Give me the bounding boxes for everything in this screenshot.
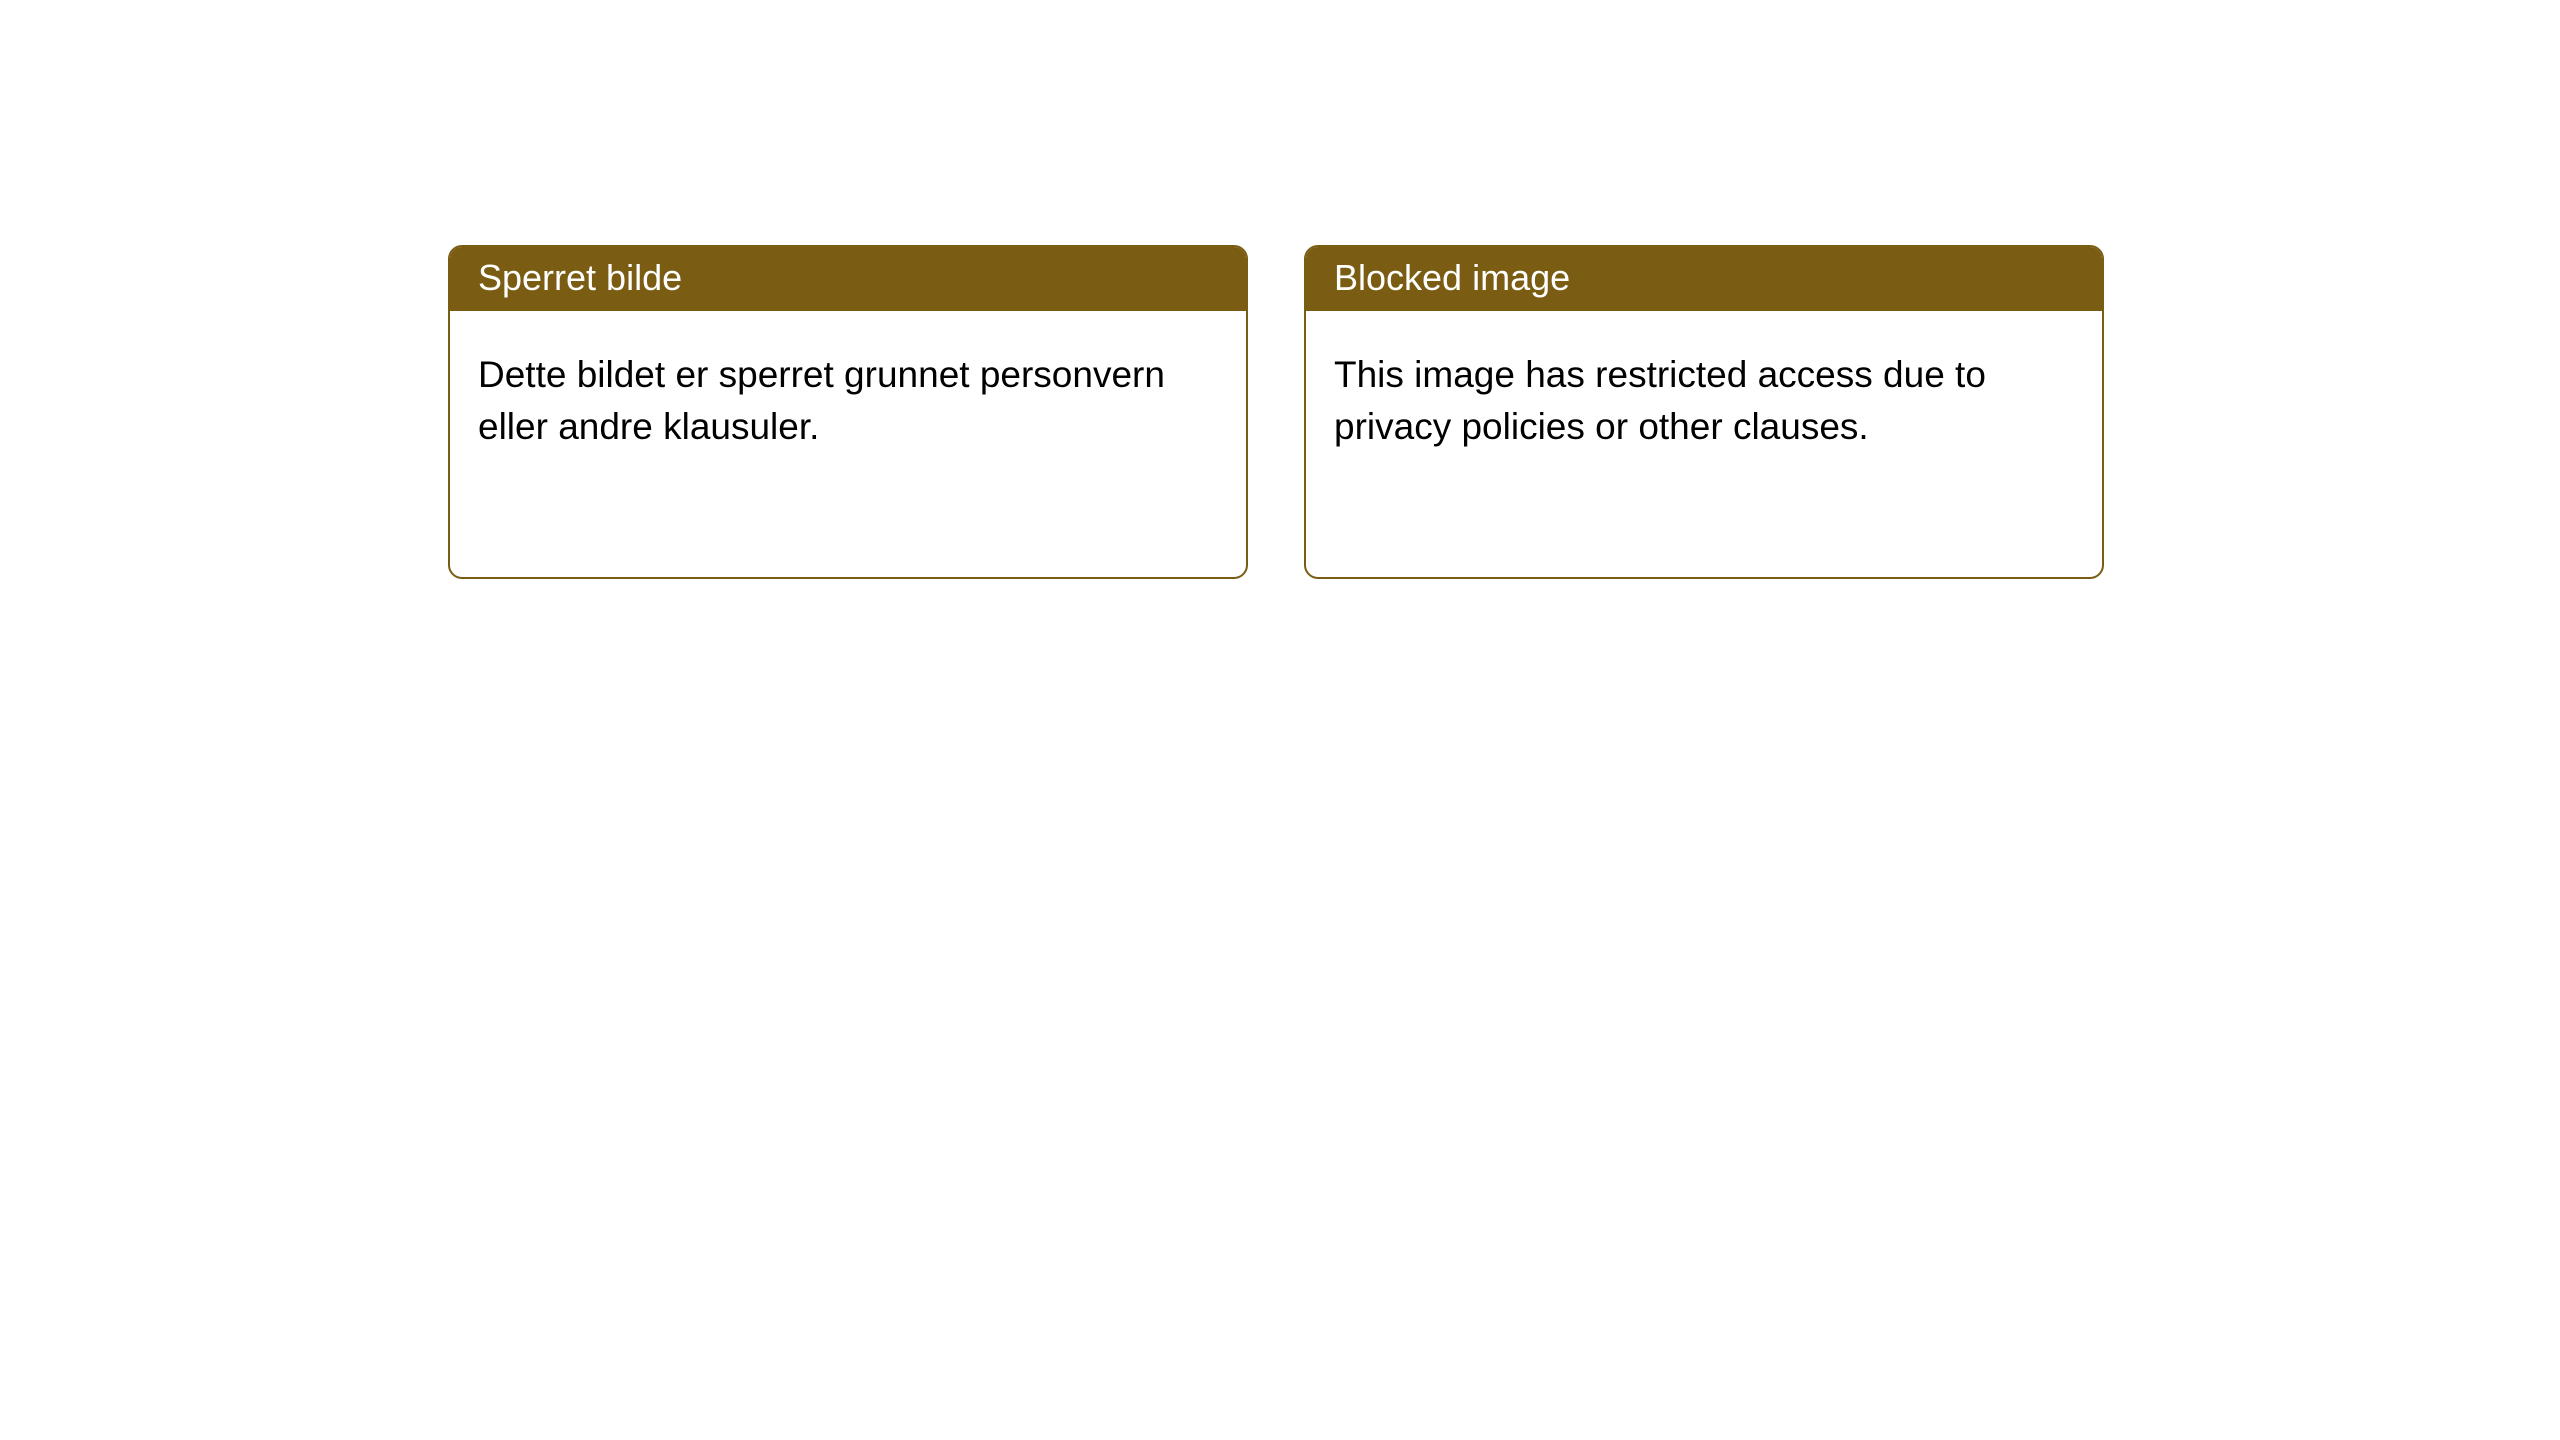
- notice-card-english: Blocked image This image has restricted …: [1304, 245, 2104, 579]
- card-header: Blocked image: [1306, 247, 2102, 311]
- notice-card-norwegian: Sperret bilde Dette bildet er sperret gr…: [448, 245, 1248, 579]
- notice-container: Sperret bilde Dette bildet er sperret gr…: [0, 0, 2560, 579]
- card-body: Dette bildet er sperret grunnet personve…: [450, 311, 1246, 481]
- card-header: Sperret bilde: [450, 247, 1246, 311]
- card-body: This image has restricted access due to …: [1306, 311, 2102, 481]
